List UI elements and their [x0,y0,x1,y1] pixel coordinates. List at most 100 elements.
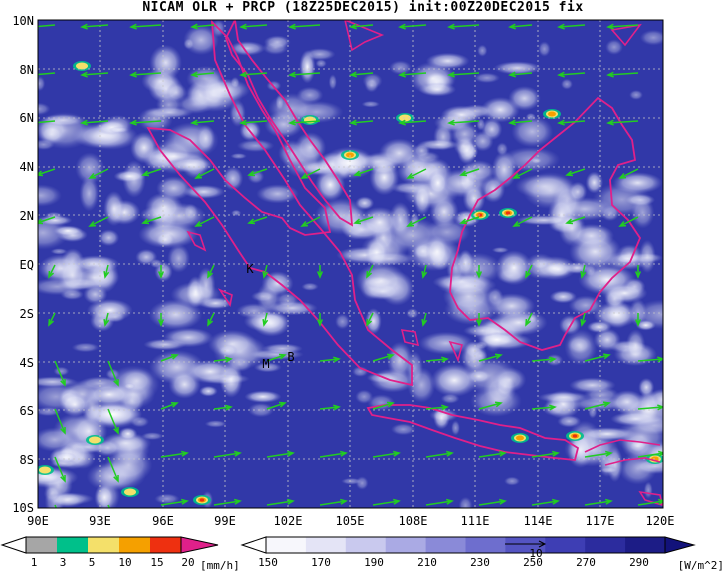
wind-vector [239,119,268,126]
wind-vectors [38,23,663,508]
wind-vector [353,168,374,177]
wind-vector [266,401,287,410]
olr-tick: 250 [523,556,543,569]
wind-vector [421,312,428,327]
wind-vector [247,168,268,177]
wind-vector [349,23,374,30]
wind-vector [319,450,348,458]
olr-colorbar-swatch [465,537,506,553]
coastline-sumatra [146,20,413,387]
wind-vector [107,360,119,387]
wind-vector [103,312,110,327]
coastline-lesser-sunda [584,439,663,507]
lon-label-120e: 120E [646,514,675,528]
precip-tick: 5 [89,556,96,569]
wind-vector [398,119,427,126]
wind-vector [266,353,287,362]
wind-vector [213,356,233,363]
coastline-island-north [344,20,385,52]
wind-vector [478,450,507,458]
precip-colorbar-swatch [119,537,150,553]
lat-label-10n: 10N [12,14,34,28]
precip-colorbar-swatch [26,537,57,553]
wind-vector [637,450,663,458]
olr-tick: 290 [629,556,649,569]
wind-vector [475,265,483,279]
wind-vector [266,498,295,506]
wind-vector [190,23,215,30]
wind-vector [580,264,587,279]
wind-vector [54,504,58,508]
wind-vector [372,498,401,506]
wind-vector [88,216,109,227]
lat-label-10s: 10S [12,501,34,515]
wind-vector [425,450,454,458]
wind-vector [557,23,586,30]
wind-vector [557,119,586,126]
wind-vector [634,265,642,279]
precip-unit: [mm/h] [200,559,240,571]
olr-colorbar-swatch [545,537,586,553]
olr-colorbar-low-arrow [240,536,267,554]
wind-vector [160,402,179,410]
place-label-b: B [287,350,294,364]
wind-vector [194,216,215,227]
lat-label-8n: 8N [20,63,34,77]
wind-vector [606,71,639,78]
wind-vector [425,356,449,363]
wind-vector [353,216,374,225]
wind-vector [565,216,586,225]
wind-vector [531,498,560,506]
wind-vector [637,356,663,363]
wind-vector [565,168,586,177]
axis-labels: 10N 8N 6N 4N 2N EQ 2S 4S 6S 8S 10S 90E 9… [12,14,674,528]
map-title: NICAM OLR + PRCP (18Z25DEC2015) init:00Z… [142,0,584,15]
olr-colorbar-swatch [345,537,387,553]
wind-vector [366,312,374,327]
wind-vector [141,216,162,225]
wind-vector [141,168,162,177]
precip-colorbar: 1 3 5 10 15 20 [mm/h] [0,536,240,571]
wind-vector [107,408,119,435]
wind-vector [406,216,427,227]
olr-tick: 270 [576,556,596,569]
wind-vector [157,313,165,327]
wind-vector [557,71,586,78]
wind-vector [54,456,66,483]
wind-vector [508,23,533,30]
wind-vector [80,23,109,30]
lon-label-102e: 102E [274,514,303,528]
map-frame [37,19,664,509]
wind-vector [190,119,215,126]
olr-unit: [W/m^2] [678,559,724,571]
wind-vector [107,456,119,483]
wind-vector [398,71,427,78]
lat-label-eq: EQ [20,258,34,272]
wind-vector [247,216,268,225]
wind-vector [618,216,639,227]
olr-colorbar: 150 170 190 210 230 250 270 290 [W/m^2] … [240,536,724,571]
olr-field [38,20,663,508]
wind-vector [157,265,165,279]
wind-vector [447,119,480,126]
lat-label-4s: 4S [20,356,34,370]
olr-tick: 210 [417,556,437,569]
wind-vector [372,353,395,362]
wind-vector [459,216,480,225]
lat-label-6s: 6S [20,404,34,418]
lat-label-2s: 2S [20,307,34,321]
wind-vector [48,264,56,279]
wind-vector [447,71,480,78]
olr-tick: 190 [364,556,384,569]
coastline-java [366,404,580,461]
wind-vector [349,119,374,126]
wind-vector [54,408,66,435]
wind-vector [316,265,324,279]
precip-tick: 20 [181,556,194,569]
wind-vector [606,23,639,30]
wind-vector [288,71,321,78]
wind-vector [366,264,374,279]
wind-vector [531,404,557,411]
wind-vector [584,498,613,506]
wind-vector [213,404,233,411]
